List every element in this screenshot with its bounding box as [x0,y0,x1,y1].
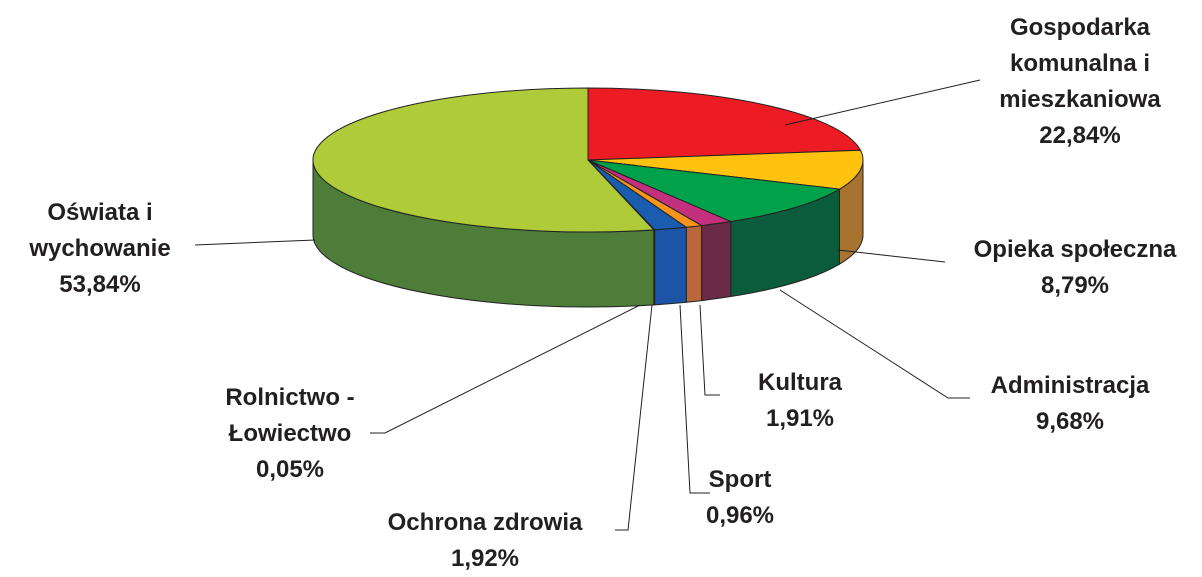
category-label: Oświata i wychowanie [29,199,171,262]
slice-side [685,225,703,303]
category-label: Ochrona zdrowia [387,509,583,536]
category-label: Opieka społeczna [973,236,1177,263]
leader-line [615,304,653,531]
slice-label: Rolnictwo - Łowiectwo 0,05% [210,380,370,488]
category-label: Rolnictwo - Łowiectwo [225,384,355,447]
slice-side [701,220,732,302]
category-label: Kultura [758,369,842,396]
slice-label: Oświata i wychowanie 53,84% [5,195,195,303]
value-label: 22,84% [1039,122,1121,149]
slice-label: Kultura 1,91% [720,365,880,437]
slice [587,87,862,161]
category-label: Administracja [990,372,1150,399]
value-label: 1,92% [450,545,520,572]
slice-label: Ochrona zdrowia 1,92% [355,505,615,577]
value-label: 0,05% [255,456,325,483]
slice-label: Gospodarka komunalna i mieszkaniowa 22,84… [980,10,1180,154]
slice [587,159,841,223]
slice-side [654,226,687,306]
leader-line [699,304,720,396]
leader-line [370,304,641,434]
value-label: 0,96% [705,502,775,529]
slice-label: Sport 0,96% [690,462,790,534]
slice [587,149,864,190]
slice [312,87,655,233]
value-label: 53,84% [59,271,141,298]
leader-line [779,289,970,399]
value-label: 8,79% [1040,272,1110,299]
leader-line [194,239,316,246]
slice-label: Opieka społeczna 8,79% [930,232,1202,304]
leader-line [679,304,710,494]
leader-line [837,249,946,263]
value-label: 9,68% [1035,408,1105,435]
slice-label: Administracja 9,68% [960,368,1180,440]
category-label: Sport [708,466,772,493]
category-label: Gospodarka komunalna i mieszkaniowa [999,14,1161,113]
value-label: 1,91% [765,405,835,432]
leader-line [784,79,981,126]
